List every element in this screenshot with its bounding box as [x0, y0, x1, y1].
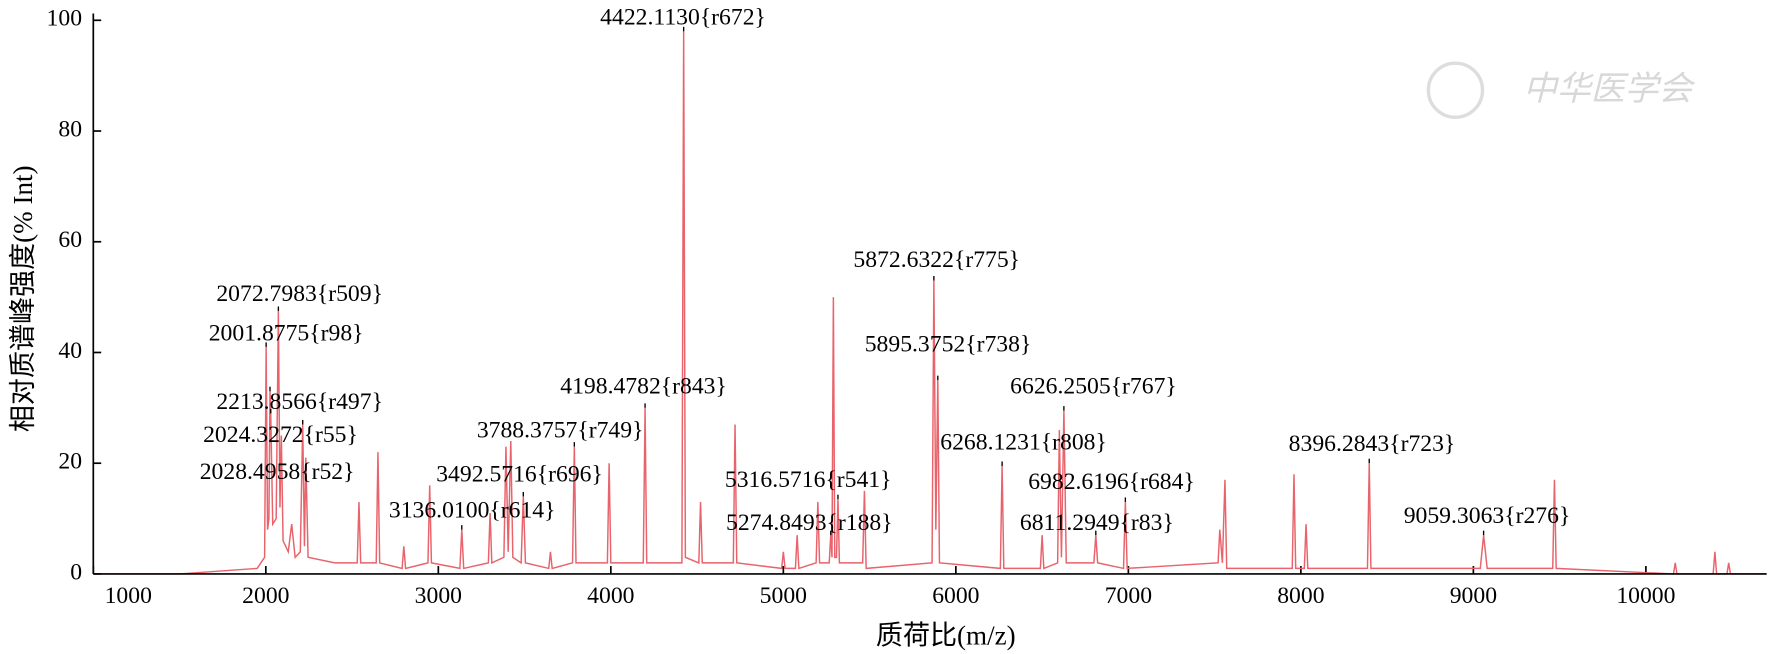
- y-axis-label: 相对质谱峰强度(% Int): [8, 165, 38, 432]
- peak-label: 2072.7983{r509}: [216, 281, 383, 307]
- x-tick-label: 1000: [105, 583, 152, 609]
- y-tick-label: 60: [58, 227, 82, 253]
- peak-label: 3788.3757{r749}: [477, 417, 644, 443]
- peak-label: 4422.1130{r672}: [600, 5, 766, 31]
- x-tick-label: 5000: [760, 583, 807, 609]
- y-tick-label: 80: [58, 116, 82, 142]
- peak-label: 5872.6322{r775}: [853, 247, 1020, 273]
- peak-label: 3492.5716{r696}: [436, 461, 603, 487]
- peak-label: 2028.4958{r52}: [200, 459, 355, 485]
- peak-label: 2213.8566{r497}: [216, 389, 383, 415]
- watermark: 中华医学会: [1523, 71, 1695, 108]
- x-tick-label: 3000: [415, 583, 462, 609]
- peak-label: 3136.0100{r614}: [389, 497, 556, 523]
- peak-label: 9059.3063{r276}: [1404, 503, 1571, 529]
- peak-label: 5274.8493{r188}: [726, 510, 893, 536]
- peak-label: 2001.8775{r98}: [209, 320, 364, 346]
- watermark-logo: [1426, 61, 1485, 119]
- peak-label: 6811.2949{r83}: [1020, 510, 1174, 536]
- x-tick-label: 4000: [587, 583, 634, 609]
- peak-label: 4198.4782{r843}: [560, 373, 727, 399]
- peak-label: 8396.2843{r723}: [1289, 431, 1456, 457]
- peak-label: 6626.2505{r767}: [1010, 373, 1177, 399]
- peak-label: 6268.1231{r808}: [940, 430, 1107, 456]
- x-axis-label: 质荷比(m/z): [876, 620, 1016, 650]
- x-tick-label: 2000: [242, 583, 289, 609]
- y-tick-label: 0: [70, 559, 82, 585]
- y-tick-label: 100: [47, 6, 82, 32]
- spectrum-line: [93, 31, 1767, 575]
- x-tick-label: 10000: [1616, 583, 1675, 609]
- x-tick-label: 9000: [1450, 583, 1497, 609]
- peak-label: 6982.6196{r684}: [1028, 469, 1195, 495]
- y-tick-label: 40: [58, 338, 82, 364]
- peak-label: 5895.3752{r738}: [865, 332, 1032, 358]
- peak-label: 2024.3272{r55}: [203, 422, 358, 448]
- x-tick-label: 8000: [1277, 583, 1324, 609]
- y-tick-label: 20: [58, 449, 82, 475]
- x-tick-label: 6000: [932, 583, 979, 609]
- peak-label: 5316.5716{r541}: [725, 467, 892, 493]
- x-tick-label: 7000: [1105, 583, 1152, 609]
